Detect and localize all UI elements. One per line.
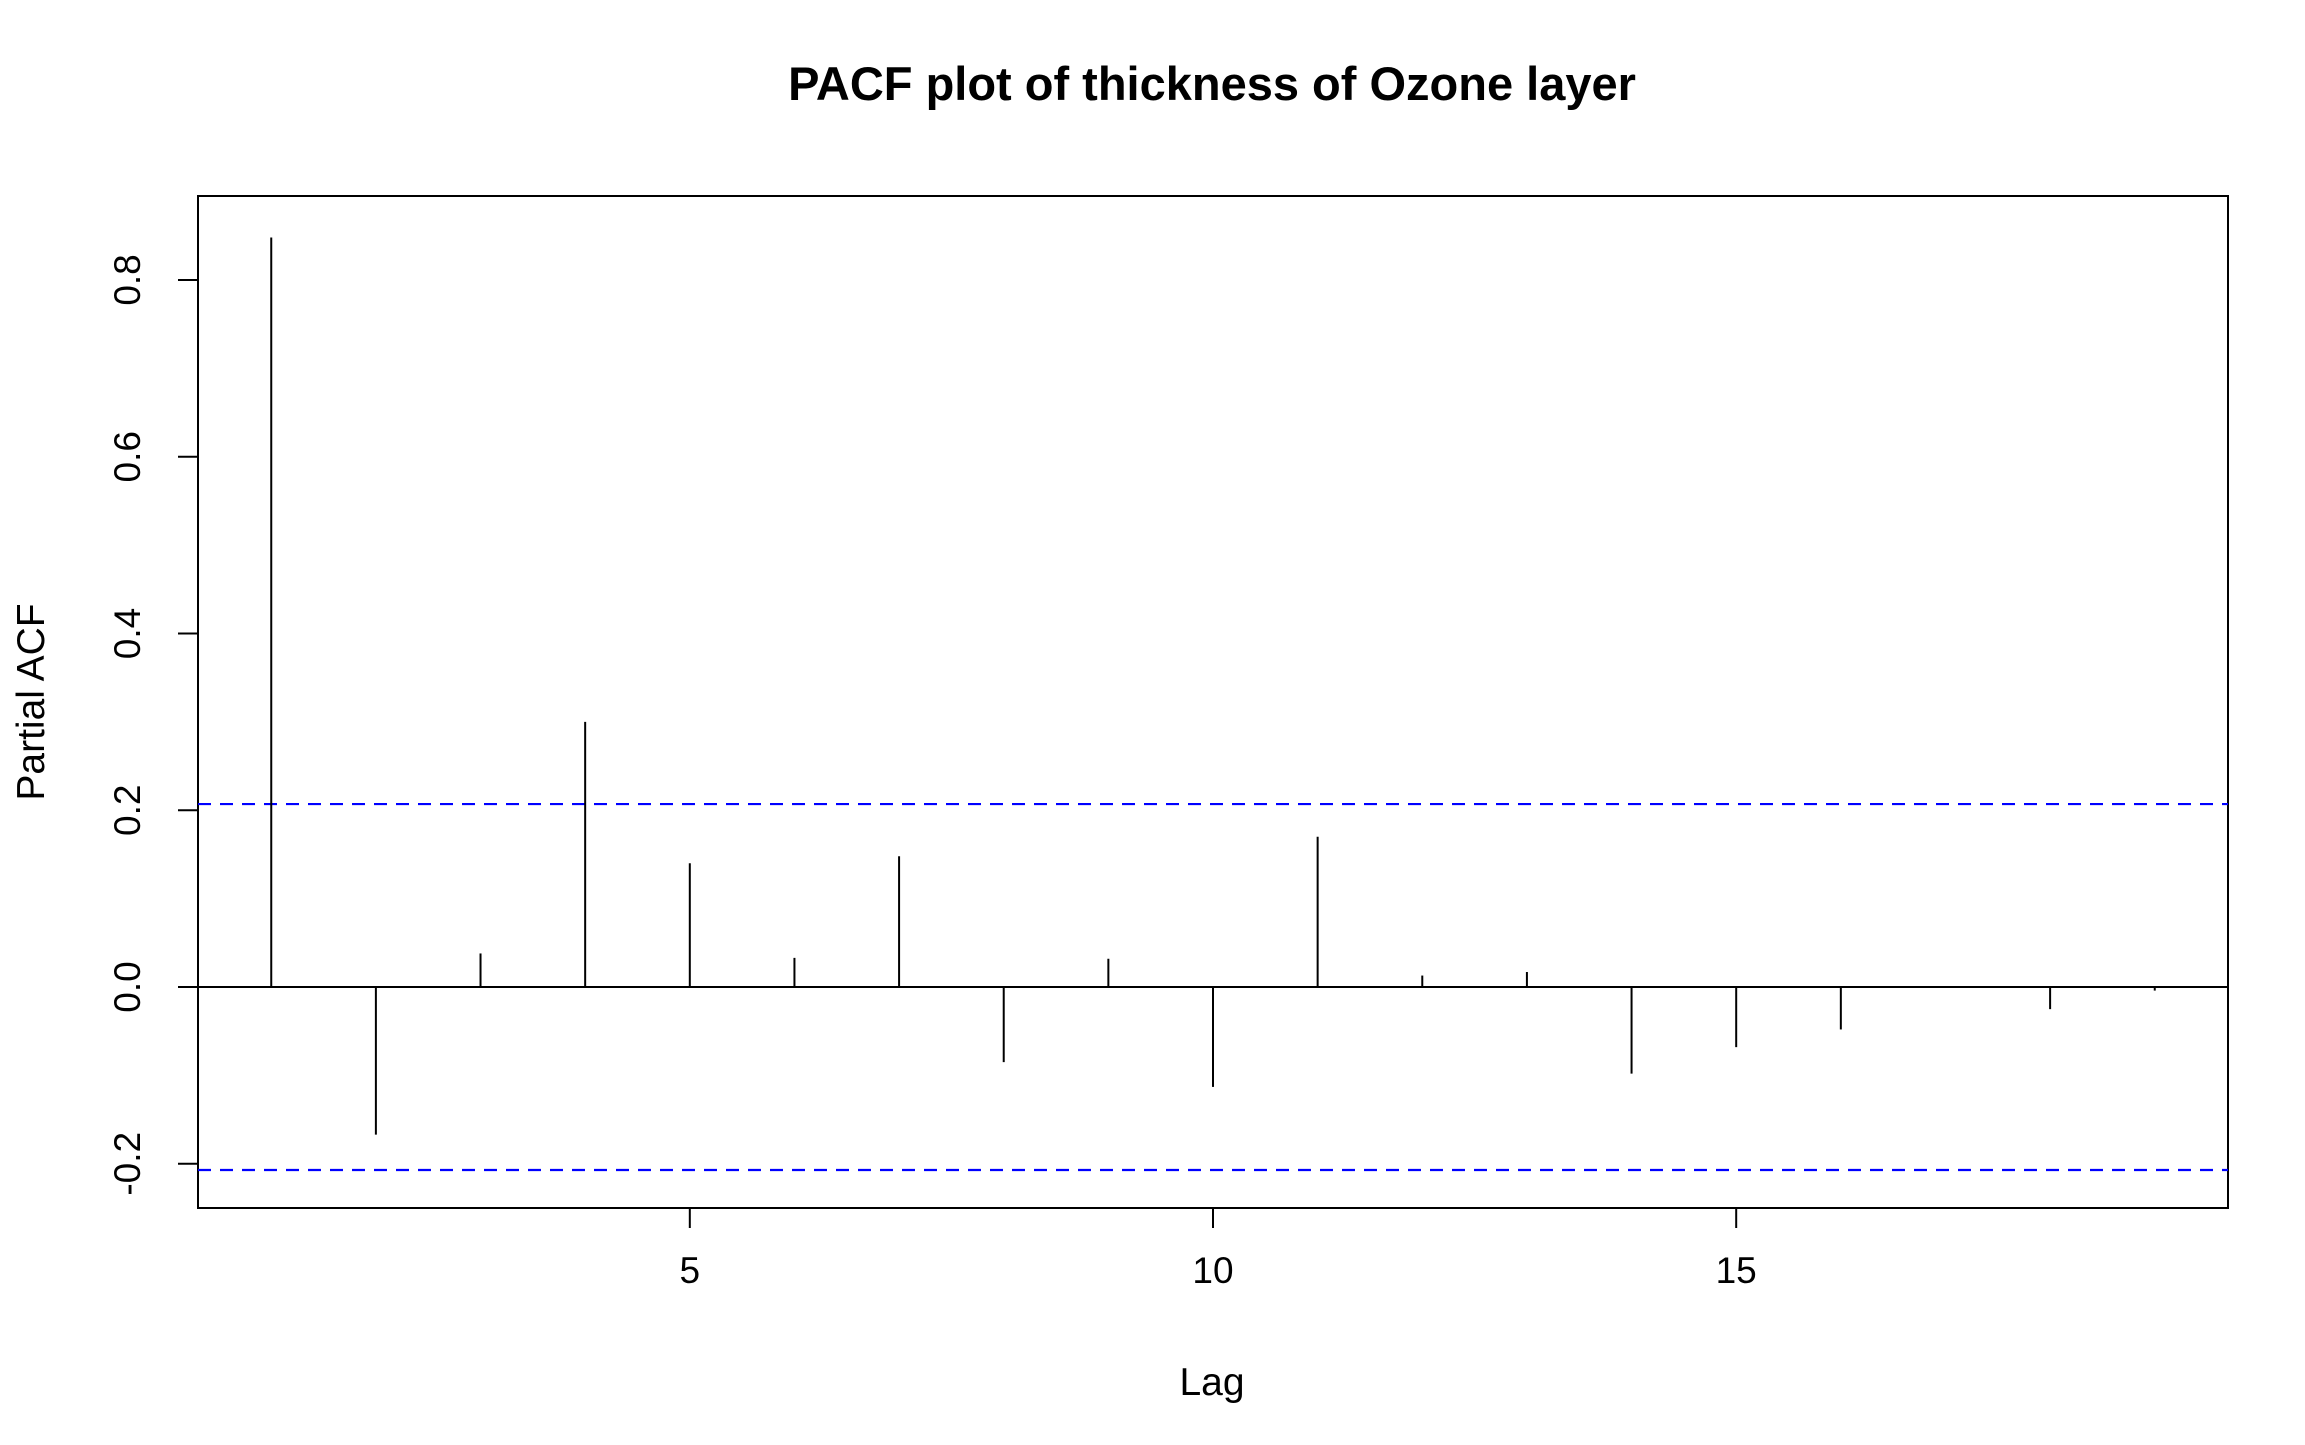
x-axis-label: Lag (1179, 1361, 1244, 1404)
y-tick-label-0.4: 0.4 (107, 608, 148, 659)
y-tick-label-0.8: 0.8 (107, 254, 148, 305)
x-tick-label-15: 15 (1716, 1250, 1757, 1291)
chart-title: PACF plot of thickness of Ozone layer (788, 57, 1636, 110)
axis-ticks: 5 10 15 -0.2 0.0 0.2 0.4 0.6 0.8 (107, 254, 1757, 1291)
y-tick-label-0.6: 0.6 (107, 431, 148, 482)
y-tick-label-0.2: 0.2 (107, 785, 148, 836)
y-tick-label--0.2: -0.2 (107, 1132, 148, 1196)
y-axis-label: Partial ACF (10, 603, 53, 800)
x-tick-label-5: 5 (680, 1250, 701, 1291)
bars-layer (198, 237, 2228, 1172)
y-tick-label-0.0: 0.0 (107, 961, 148, 1012)
x-tick-label-10: 10 (1192, 1250, 1233, 1291)
